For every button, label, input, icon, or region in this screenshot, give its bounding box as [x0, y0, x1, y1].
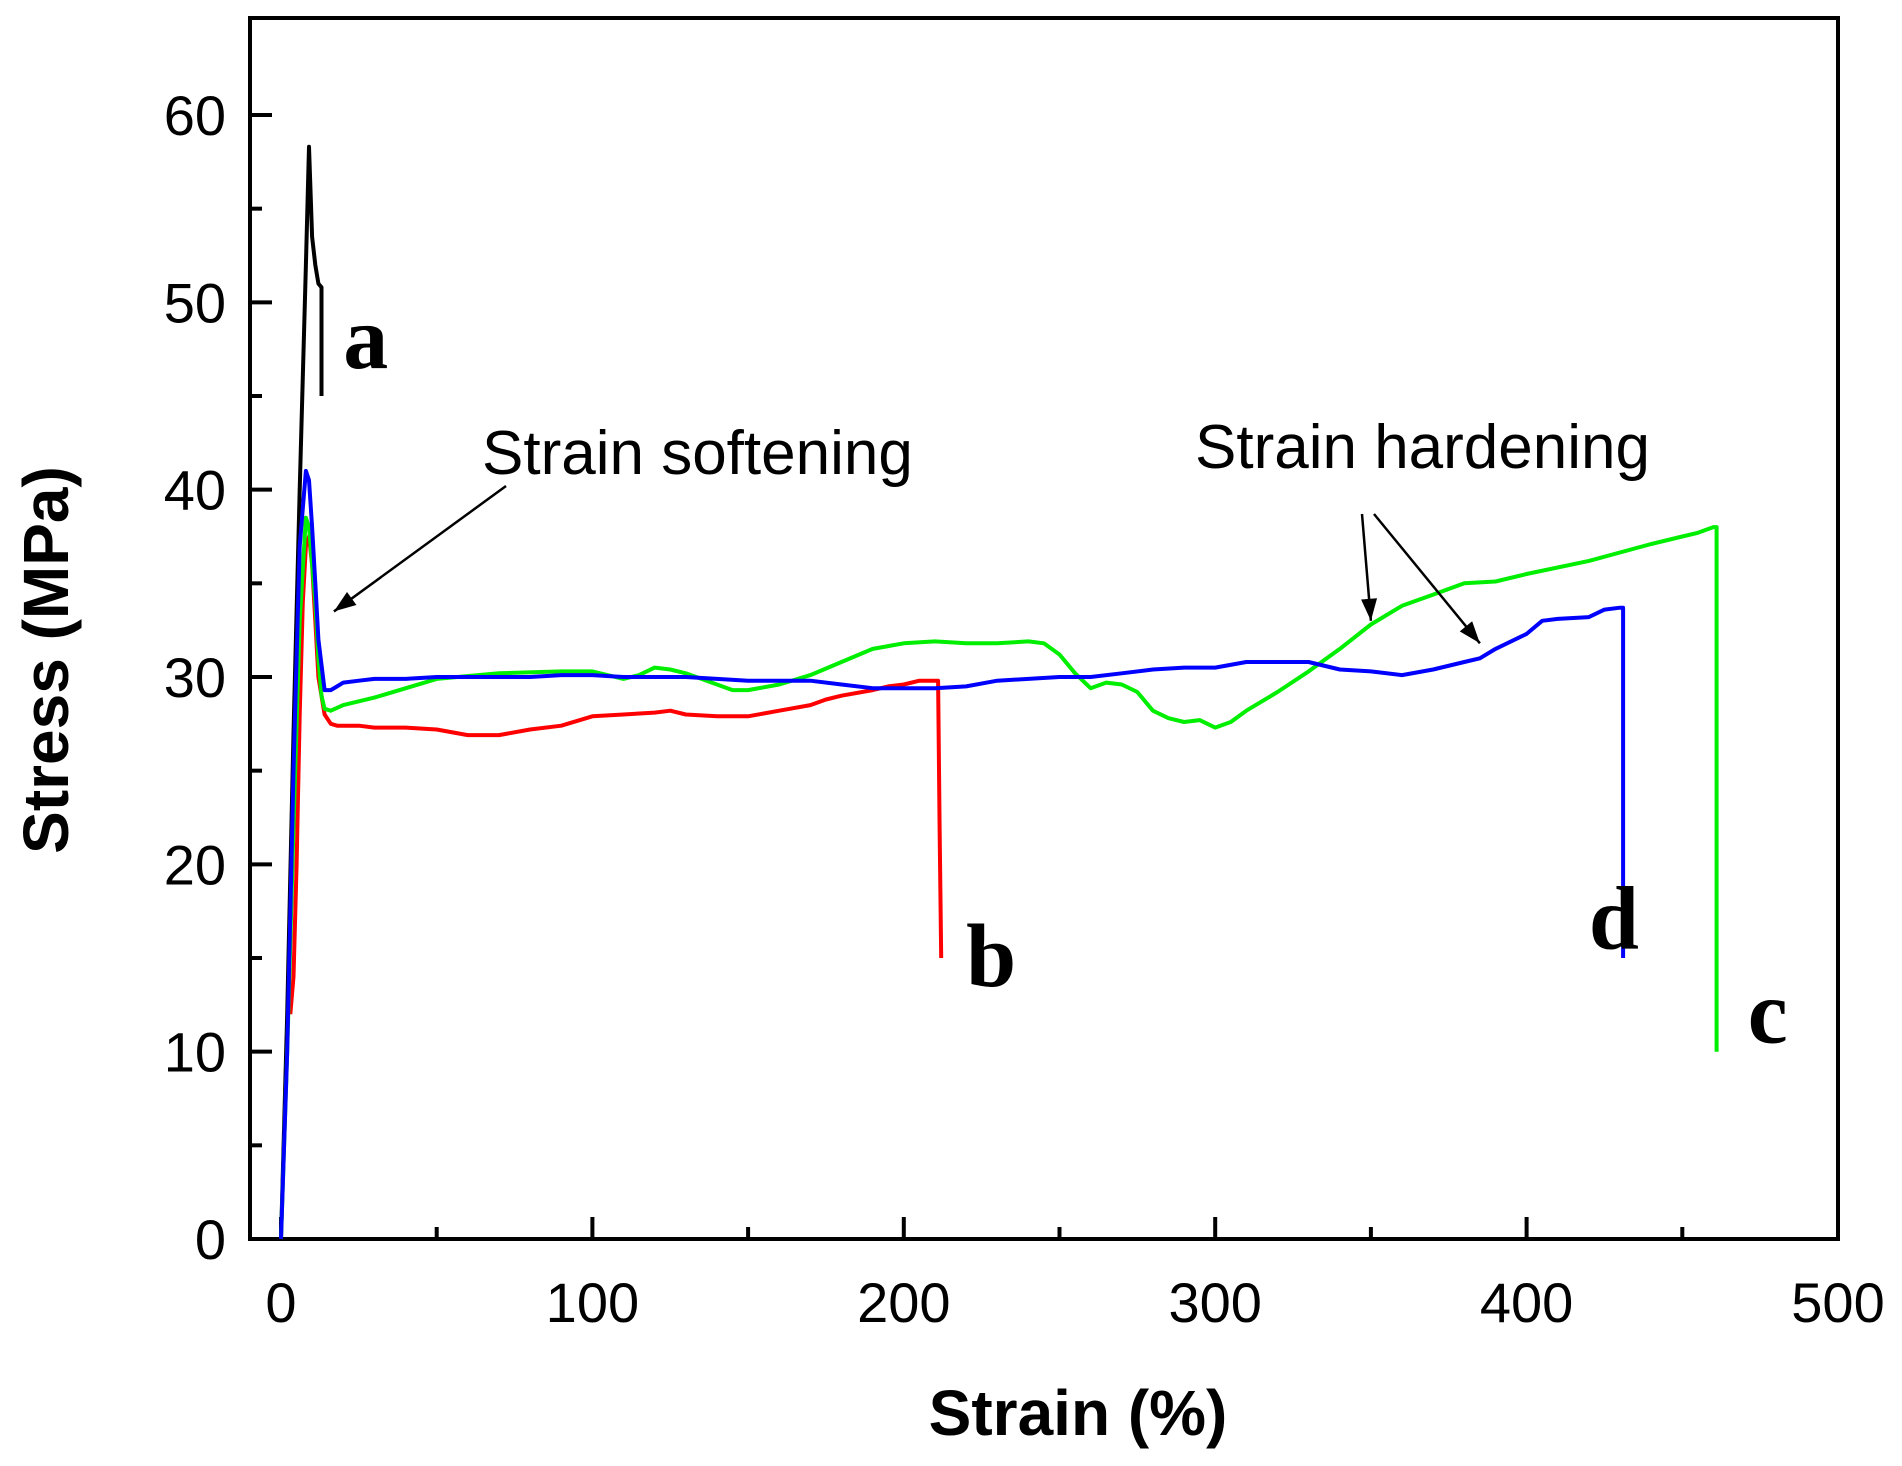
- y-tick-label: 60: [164, 84, 226, 147]
- series-line-b: [288, 534, 944, 1015]
- x-tick-label: 0: [265, 1271, 296, 1334]
- y-tick-label: 0: [195, 1208, 226, 1271]
- curve-label-d: d: [1589, 870, 1639, 969]
- x-tick-label: 300: [1168, 1271, 1261, 1334]
- plot-frame: [248, 16, 1840, 1241]
- arrow-head: [1361, 598, 1378, 621]
- curve-label-b: b: [966, 907, 1016, 1006]
- arrow-shaft: [1373, 513, 1481, 645]
- y-tick-label: 20: [164, 833, 226, 896]
- curve-label-c: c: [1748, 963, 1788, 1062]
- strain-softening-annotation: Strain softening: [482, 419, 913, 488]
- y-axis-ticks: 0 10 20 30 40 50 60: [164, 84, 272, 1271]
- x-axis-title: Strain (%): [929, 1377, 1228, 1449]
- x-tick-label: 400: [1480, 1271, 1573, 1334]
- y-axis-title: Stress (MPa): [10, 466, 82, 854]
- strain-hardening-annotation: Strain hardening: [1195, 413, 1650, 482]
- arrow-head: [1459, 621, 1480, 644]
- x-tick-label: 200: [857, 1271, 950, 1334]
- arrow-shaft: [333, 484, 507, 613]
- series-line-c: [279, 515, 1719, 1240]
- y-tick-label: 10: [164, 1021, 226, 1084]
- series-line-d: [279, 468, 1626, 1240]
- x-tick-label: 100: [546, 1271, 639, 1334]
- data-curves: [279, 144, 1719, 1240]
- y-tick-label: 30: [164, 646, 226, 709]
- y-tick-label: 40: [164, 459, 226, 522]
- annotation-arrows: [333, 484, 1481, 645]
- y-tick-label: 50: [164, 271, 226, 334]
- curve-label-a: a: [343, 289, 388, 388]
- arrow-head: [333, 592, 357, 612]
- x-tick-label: 500: [1791, 1271, 1884, 1334]
- x-axis-ticks: 0 100 200 300 400 500: [265, 1217, 1885, 1334]
